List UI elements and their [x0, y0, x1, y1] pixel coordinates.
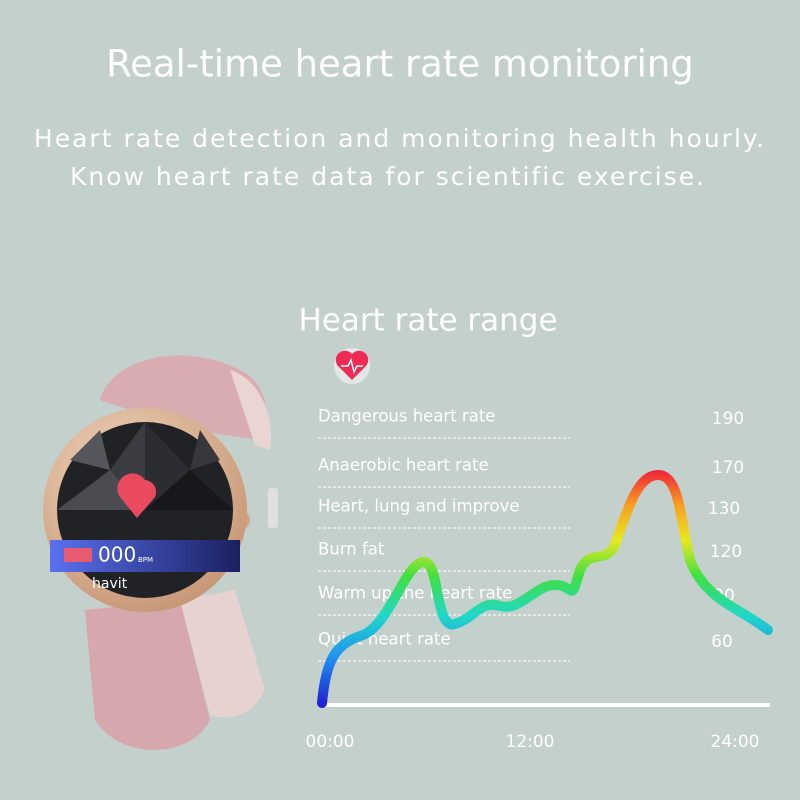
- zone-label: Dangerous heart rate: [318, 407, 495, 426]
- zone-label: Warm up the heart rate: [318, 584, 512, 603]
- watch-brand: havit: [92, 576, 128, 592]
- time-label: 24:00: [711, 732, 760, 752]
- heart-icon: [334, 348, 370, 384]
- description: Know heart rate data for scientific exer…: [70, 162, 706, 191]
- zone-label: Anaerobic heart rate: [318, 456, 489, 475]
- time-label: 00:00: [306, 732, 355, 752]
- zone-value: 130: [708, 499, 740, 519]
- watch: 000 BPM havit: [43, 355, 278, 750]
- description: Heart rate detection and monitoring heal…: [34, 124, 766, 153]
- watch-unit: BPM: [138, 556, 153, 564]
- zone-label: Heart, lung and improve: [318, 497, 519, 516]
- heart-rate-curve: [317, 469, 773, 708]
- zone-value: 120: [710, 542, 742, 562]
- title: Real-time heart rate monitoring: [106, 43, 694, 86]
- zone-value: 60: [711, 632, 733, 652]
- zone-value: 170: [712, 458, 744, 478]
- time-label: 12:00: [506, 732, 555, 752]
- zone-value: 190: [712, 409, 744, 429]
- section-title: Heart rate range: [298, 303, 557, 339]
- zone-label: Burn fat: [318, 540, 385, 559]
- watch-reading: 000: [98, 543, 136, 567]
